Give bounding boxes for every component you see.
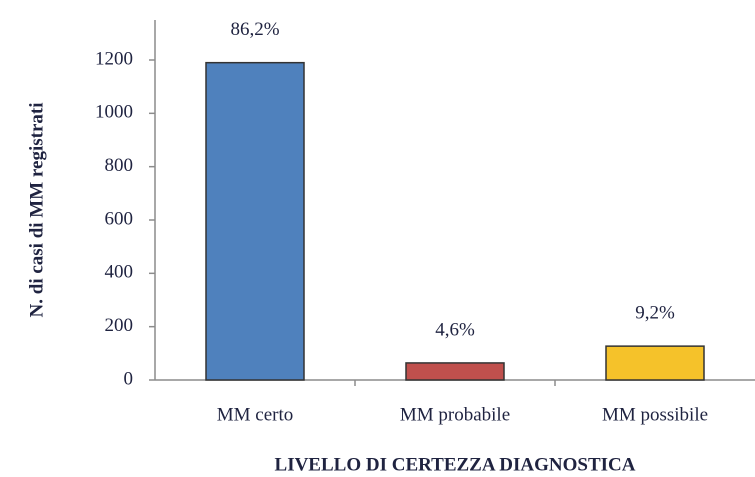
x-tick-label: MM probabile [400, 404, 510, 425]
y-axis-title: N. di casi di MM registrati [26, 103, 47, 318]
y-tick-label: 400 [105, 262, 134, 283]
y-tick-label: 600 [105, 208, 134, 229]
bar-annotation: 86,2% [230, 19, 279, 40]
y-tick-label: 1000 [95, 102, 133, 123]
y-tick-label: 200 [105, 315, 134, 336]
bar-annotation: 4,6% [435, 319, 475, 340]
bar [605, 345, 705, 381]
x-tick-label: MM possibile [602, 404, 708, 425]
bar [205, 61, 305, 381]
y-tick-label: 800 [105, 155, 134, 176]
y-tick-label: 1200 [95, 48, 133, 69]
y-tick-label: 0 [124, 368, 134, 389]
bar [405, 362, 505, 381]
x-tick-label: MM certo [217, 404, 294, 425]
bar-annotation: 9,2% [635, 302, 675, 323]
x-axis-title: LIVELLO DI CERTEZZA DIAGNOSTICA [275, 454, 636, 475]
